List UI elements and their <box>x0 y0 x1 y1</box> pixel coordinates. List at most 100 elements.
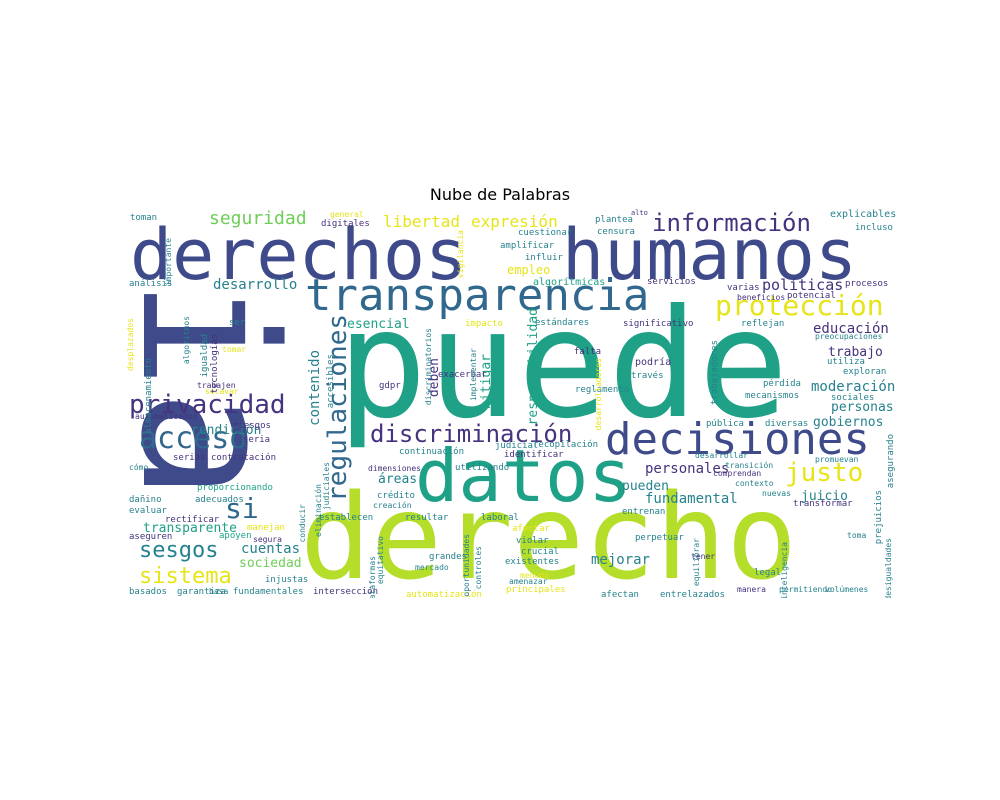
cloud-word: discriminatorios <box>424 328 433 406</box>
cloud-word: importante <box>164 238 173 287</box>
cloud-word: reglamento <box>575 385 630 395</box>
cloud-word: perpetuar <box>635 533 684 543</box>
cloud-word: mecanismos <box>745 391 800 401</box>
cloud-word: exacerbar <box>438 370 487 380</box>
cloud-word: injustas <box>265 575 309 585</box>
cloud-word: eliminación <box>314 484 323 537</box>
cloud-word: desarrolladores <box>594 358 603 431</box>
cloud-word: decisiones <box>605 414 870 465</box>
cloud-word: trabajadores <box>710 340 720 406</box>
cloud-word: mitigar <box>479 354 494 409</box>
cloud-word: general <box>330 210 364 219</box>
cloud-word: nuevas <box>762 489 791 498</box>
chart-title: Nube de Palabras <box>429 185 571 204</box>
cloud-word: trabajo <box>828 345 883 360</box>
cloud-word: afectar <box>512 524 550 534</box>
cloud-word: socavar <box>205 387 239 396</box>
cloud-word: intersección <box>313 587 379 597</box>
cloud-word: reflejan <box>741 319 785 329</box>
cloud-word: automatizados <box>135 412 198 421</box>
cloud-word: educación <box>813 321 889 337</box>
cloud-word: derechos <box>130 214 468 296</box>
cloud-word: seguridad <box>209 208 307 229</box>
cloud-word: algorítmicas <box>533 277 606 288</box>
cloud-word: dimensiones <box>368 464 421 473</box>
cloud-word: utiliza <box>827 357 865 367</box>
cloud-word: promuevan <box>815 455 859 464</box>
cloud-word: preocupaciones <box>815 332 883 341</box>
cloud-word: laboral <box>481 513 519 523</box>
cloud-word: implementar <box>469 348 478 401</box>
cloud-word: transición <box>725 461 774 470</box>
cloud-word: discriminación <box>370 420 573 448</box>
cloud-word: rectificar <box>165 515 220 525</box>
cloud-word: equilibrar <box>692 538 701 587</box>
cloud-word: accesibles <box>326 354 336 409</box>
cloud-word: menudo <box>520 571 549 580</box>
cloud-word: algoritmos <box>182 316 191 365</box>
cloud-word: grandes <box>429 552 467 562</box>
cloud-word: asegurando <box>886 434 896 489</box>
cloud-word: continuación <box>399 447 465 457</box>
cloud-word: toman <box>130 213 158 223</box>
word-cloud: derechos humanos puede derecho ia datos decisi… <box>125 208 900 598</box>
cloud-word: contenido <box>307 350 323 426</box>
cloud-word: prejuicios <box>874 490 884 545</box>
cloud-word: cuestionar <box>518 228 573 238</box>
cloud-word: adecuados <box>195 495 244 505</box>
cloud-word: vigilancia <box>456 230 465 279</box>
cloud-word: riesgos <box>233 421 271 431</box>
cloud-word: influir <box>525 253 563 263</box>
cloud-word: gobiernos <box>813 415 884 430</box>
cloud-word: legal <box>754 568 782 578</box>
cloud-word: crédito <box>377 491 415 501</box>
cloud-word: áreas <box>378 472 418 487</box>
cloud-word: oportunidades <box>462 534 471 597</box>
cloud-word: afectan <box>601 590 639 599</box>
cloud-word: sistema <box>139 564 232 589</box>
cloud-word: tomar <box>222 345 247 354</box>
cloud-word: entrelazados <box>660 590 726 599</box>
cloud-word: explicables <box>830 209 897 220</box>
cloud-word: puede <box>337 278 789 452</box>
cloud-word: manejan <box>247 523 285 533</box>
cloud-word: manera <box>737 585 766 594</box>
cloud-word: plataformas <box>368 556 377 598</box>
cloud-word: equitativo <box>376 536 385 585</box>
cloud-word: sociedad <box>239 556 302 571</box>
cloud-word: políticas <box>762 276 844 294</box>
cloud-word: apoyen <box>219 531 252 541</box>
cloud-word: podría <box>635 357 672 368</box>
cloud-word: garantiza <box>177 587 226 597</box>
cloud-word: toma <box>847 531 867 540</box>
cloud-word: amplificar <box>500 241 555 251</box>
cloud-word: privacidad <box>129 390 286 420</box>
cloud-word: derecho <box>300 468 798 598</box>
cloud-word: segura <box>253 535 282 544</box>
cloud-word: creación <box>373 501 412 510</box>
cloud-word: judicial <box>495 441 539 451</box>
cloud-word: proporcionando <box>197 483 273 493</box>
cloud-word: incluso <box>855 223 893 233</box>
cloud-word: evaluar <box>129 506 167 516</box>
cloud-word: significativo <box>623 319 694 329</box>
cloud-word: falta <box>574 347 602 357</box>
cloud-word: contratación <box>211 453 277 463</box>
cloud-word: aseguren <box>129 532 173 542</box>
cloud-word: trabajen <box>197 381 236 390</box>
cloud-word: entrenan <box>622 507 666 517</box>
cloud-word: amenazar <box>509 577 548 586</box>
cloud-word: resultar <box>405 513 449 523</box>
cloud-word: transparente <box>143 521 237 536</box>
cloud-word: basados <box>129 587 167 597</box>
cloud-word: desarrollar <box>695 451 748 460</box>
cloud-word: protección <box>715 289 884 322</box>
cloud-word: utilizando <box>455 463 510 473</box>
cloud-word: potencial <box>787 291 836 301</box>
cloud-word: automatización <box>406 590 482 599</box>
cloud-word: sociales <box>831 393 875 403</box>
cloud-word: humanos <box>562 214 858 296</box>
cloud-word: rendición <box>191 423 262 438</box>
cloud-word: alto <box>631 209 648 217</box>
cloud-word: estándares <box>535 318 590 328</box>
